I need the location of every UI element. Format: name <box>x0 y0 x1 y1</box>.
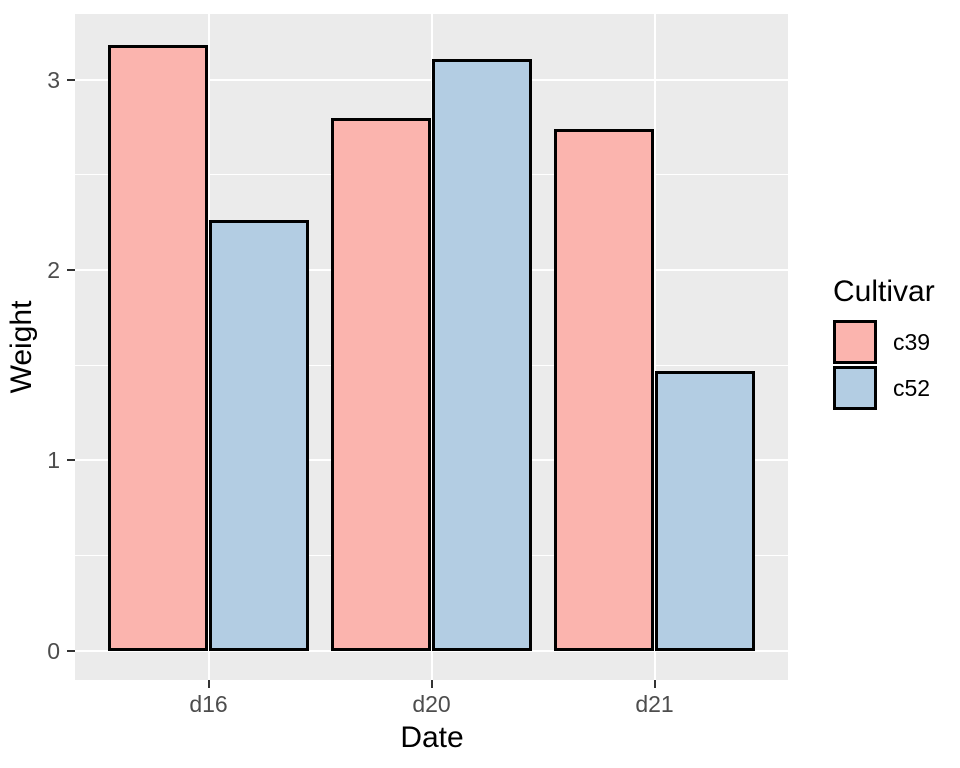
legend-entry-c52: c52 <box>833 366 935 410</box>
y-tick-mark-3 <box>67 78 75 81</box>
legend-swatch-c52 <box>833 366 877 410</box>
x-tick-label-d20: d20 <box>412 691 451 717</box>
x-tick-mark-d16 <box>207 680 210 688</box>
bar-d21-c39 <box>554 129 655 651</box>
bar-d20-c39 <box>331 117 432 651</box>
y-tick-label-1: 1 <box>47 447 60 474</box>
legend: Cultivar c39 c52 <box>833 274 935 410</box>
legend-label-c52: c52 <box>893 374 931 401</box>
x-tick-label-d21: d21 <box>635 691 674 717</box>
x-axis-title: Date <box>400 721 464 754</box>
bar-d21-c52 <box>654 370 755 651</box>
y-tick-mark-0 <box>67 649 75 652</box>
bar-d20-c52 <box>431 58 532 651</box>
legend-label-c39: c39 <box>893 328 931 355</box>
y-tick-label-2: 2 <box>47 256 60 283</box>
plot-panel <box>75 14 788 680</box>
legend-entry-c39: c39 <box>833 320 935 364</box>
y-tick-label-0: 0 <box>47 637 60 664</box>
legend-swatch-c39 <box>833 320 877 364</box>
x-tick-mark-d21 <box>653 680 656 688</box>
y-tick-label-3: 3 <box>47 66 60 93</box>
legend-title: Cultivar <box>833 275 935 308</box>
x-tick-label-d16: d16 <box>189 691 228 717</box>
x-tick-mark-d20 <box>430 680 433 688</box>
bar-d16-c52 <box>208 220 309 651</box>
gridline-major-x-d21 <box>653 14 656 680</box>
bar-d16-c39 <box>108 45 209 651</box>
legend-keys: c39 c52 <box>833 320 935 410</box>
y-tick-mark-2 <box>67 268 75 271</box>
y-axis-title: Weight <box>5 300 38 394</box>
y-tick-mark-1 <box>67 459 75 462</box>
